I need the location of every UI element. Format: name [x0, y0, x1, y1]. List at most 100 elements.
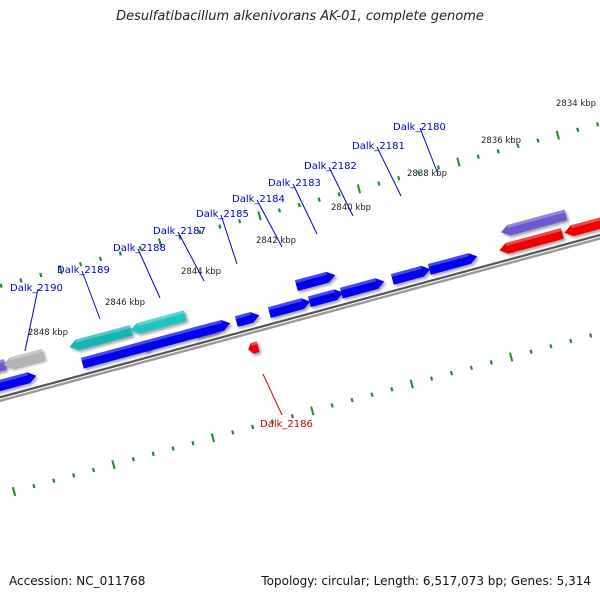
- tick-label: 2842 kbp: [256, 236, 296, 246]
- inner-tick-mark: [32, 483, 36, 489]
- leader-line: [24, 288, 39, 352]
- gene-forward[interactable]: [427, 253, 478, 275]
- outer-tick-mark: [417, 170, 421, 176]
- gene-label-dalk-2180[interactable]: Dalk_2180: [393, 122, 446, 133]
- outer-tick-mark: [576, 127, 580, 132]
- leader-line: [177, 231, 205, 282]
- outer-tick-mark: [377, 181, 381, 186]
- inner-tick-mark: [350, 397, 354, 403]
- inner-tick-mark: [52, 478, 56, 483]
- gene-gray[interactable]: [3, 348, 45, 369]
- outer-tick-mark: [297, 202, 301, 208]
- inner-tick-mark: [290, 413, 295, 419]
- outer-tick-mark: [98, 256, 103, 262]
- outer-tick-mark: [118, 251, 122, 256]
- gene-label-dalk-2189[interactable]: Dalk_2189: [57, 265, 110, 276]
- inner-tick-mark: [330, 403, 334, 408]
- outer-tick-mark: [476, 154, 480, 159]
- gene-forward[interactable]: [307, 289, 344, 308]
- inner-tick-mark: [529, 349, 533, 354]
- inner-tick-mark: [449, 370, 454, 376]
- gene-label-dalk-2187[interactable]: Dalk_2187: [153, 226, 206, 237]
- leader-line: [256, 199, 283, 248]
- leader-line: [419, 127, 439, 175]
- gene-label-dalk-2182[interactable]: Dalk_2182: [304, 161, 357, 172]
- inner-tick-mark: [191, 440, 195, 446]
- outer-tick-mark: [456, 157, 461, 167]
- outer-tick-track: [0, 122, 600, 288]
- tick-label: 2848 kbp: [28, 328, 68, 338]
- gene-reverse[interactable]: [564, 216, 600, 237]
- gene-forward[interactable]: [339, 278, 385, 299]
- backbone-line: [0, 237, 600, 403]
- outer-tick-mark: [238, 218, 242, 224]
- outer-tick-mark: [198, 229, 202, 235]
- gene-features[interactable]: [0, 209, 600, 394]
- outer-tick-mark: [436, 165, 441, 170]
- gene-slate[interactable]: [0, 359, 7, 373]
- inner-tick-mark: [270, 419, 275, 424]
- inner-tick-mark: [370, 392, 374, 397]
- leader-line: [292, 183, 318, 235]
- genome-backbone: [0, 233, 600, 403]
- outer-tick-mark: [0, 283, 3, 288]
- gene-forward[interactable]: [294, 271, 336, 291]
- gene-slate[interactable]: [500, 209, 568, 236]
- inner-tick-mark: [231, 430, 235, 435]
- gene-forward[interactable]: [267, 298, 311, 318]
- outer-tick-mark: [516, 143, 520, 149]
- outer-tick-mark: [257, 211, 262, 221]
- inner-tick-mark: [509, 352, 514, 362]
- outer-tick-mark: [138, 245, 142, 251]
- inner-tick-mark: [409, 379, 414, 389]
- label-leader-lines: [24, 127, 439, 416]
- inner-tick-mark: [489, 360, 493, 365]
- tick-label: 2846 kbp: [105, 298, 145, 308]
- outer-tick-mark: [536, 138, 540, 143]
- inner-tick-mark: [430, 376, 434, 381]
- gene-label-dalk-2190[interactable]: Dalk_2190: [10, 283, 63, 294]
- gene-forward[interactable]: [80, 340, 155, 369]
- inner-tick-mark: [91, 467, 96, 473]
- inner-tick-mark: [151, 451, 155, 457]
- backbone-line: [0, 233, 600, 399]
- gene-reverse[interactable]: [499, 228, 564, 254]
- gene-label-dalk-2188[interactable]: Dalk_2188: [113, 243, 166, 254]
- gene-label-dalk-2185[interactable]: Dalk_2185: [196, 209, 249, 220]
- inner-tick-mark: [210, 433, 216, 443]
- gene-forward[interactable]: [192, 320, 231, 339]
- outer-tick-mark: [19, 278, 23, 283]
- inner-tick-mark: [251, 424, 255, 430]
- leader-line: [262, 373, 283, 416]
- inner-tick-mark: [549, 344, 553, 349]
- gene-label-dalk-2186[interactable]: Dalk_2186: [260, 419, 313, 430]
- leader-line: [81, 270, 101, 320]
- inner-tick-mark: [310, 406, 315, 416]
- outer-tick-mark: [356, 184, 362, 194]
- outer-tick-mark: [596, 122, 600, 127]
- gene-label-dalk-2184[interactable]: Dalk_2184: [232, 194, 285, 205]
- topology-text: Topology: circular; Length: 6,517,073 bp…: [261, 574, 591, 588]
- tick-label: 2844 kbp: [181, 267, 221, 277]
- outer-tick-mark: [555, 130, 560, 140]
- inner-tick-mark: [111, 460, 116, 470]
- outer-tick-mark: [337, 192, 341, 197]
- gene-forward[interactable]: [390, 265, 431, 285]
- outer-tick-mark: [39, 272, 43, 278]
- gene-forward[interactable]: [0, 372, 37, 393]
- gene-cyan[interactable]: [130, 310, 187, 334]
- gene-label-dalk-2183[interactable]: Dalk_2183: [268, 178, 321, 189]
- gene-label-dalk-2181[interactable]: Dalk_2181: [352, 141, 405, 152]
- gene-forward[interactable]: [234, 312, 260, 327]
- tick-labels: 2834 kbp 2836 kbp 2838 kbp 2840 kbp 2842 kbp…: [28, 99, 596, 338]
- gene-cyan[interactable]: [69, 325, 133, 351]
- tick-label: 2834 kbp: [556, 99, 596, 109]
- gene-labels[interactable]: Dalk_2180 Dalk_2181 Dalk_2182 Dalk_2183 Dalk…: [10, 122, 446, 430]
- inner-tick-mark: [589, 333, 593, 338]
- outer-tick-mark: [79, 262, 83, 267]
- gene-dalk-2186[interactable]: [248, 341, 260, 354]
- tick-label: 2840 kbp: [331, 203, 371, 213]
- leader-line: [376, 146, 402, 197]
- leader-line: [137, 248, 161, 299]
